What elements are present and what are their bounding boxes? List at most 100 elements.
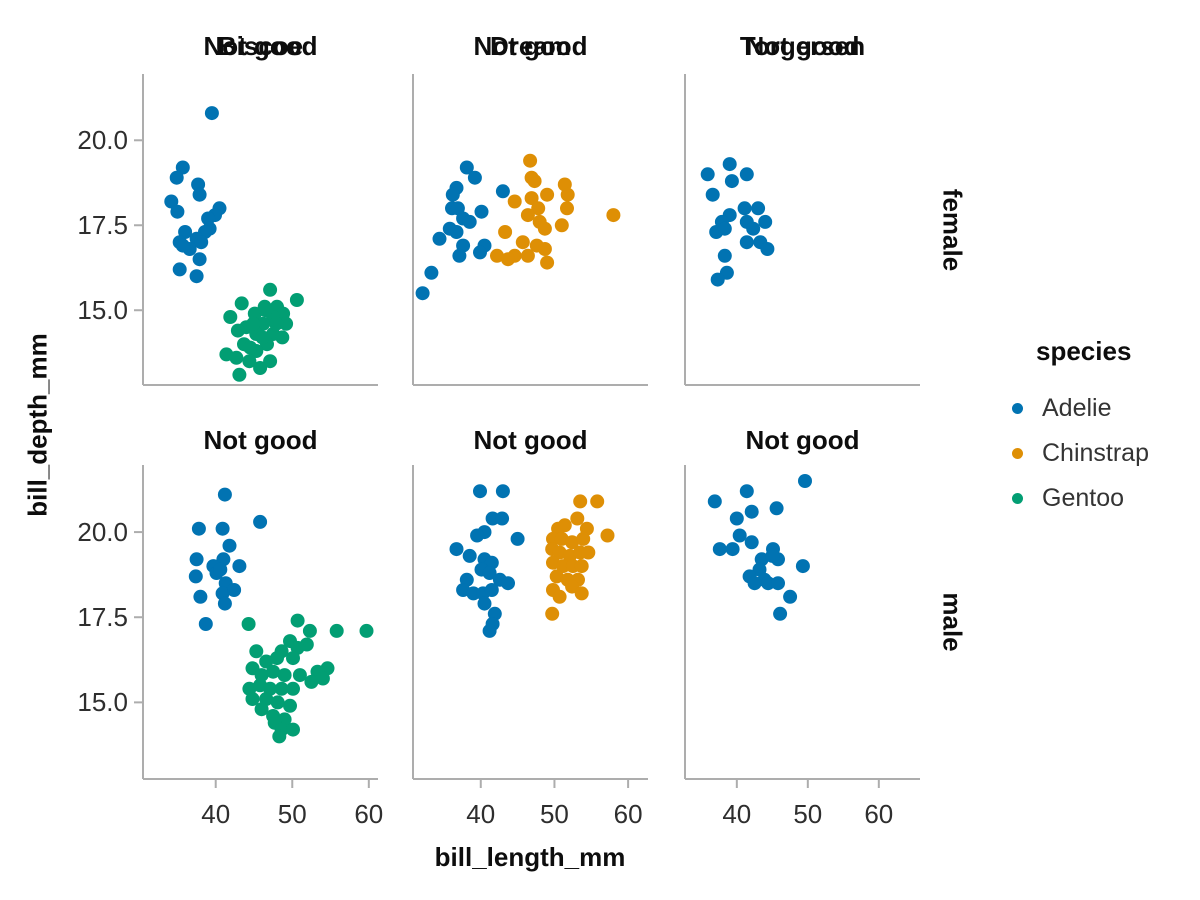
data-point-adelie bbox=[189, 552, 204, 567]
y-tick-label: 15.0 bbox=[77, 295, 128, 326]
data-point-gentoo bbox=[279, 316, 294, 331]
data-point-adelie bbox=[783, 589, 798, 604]
data-point-chinstrap bbox=[565, 535, 580, 550]
col-strip-bottom-label: Not good bbox=[473, 425, 588, 455]
legend-item-label: Chinstrap bbox=[1042, 439, 1149, 467]
data-point-chinstrap bbox=[527, 174, 542, 189]
data-point-gentoo bbox=[277, 668, 292, 683]
data-point-adelie bbox=[253, 514, 268, 529]
data-point-chinstrap bbox=[570, 511, 585, 526]
data-point-adelie bbox=[217, 487, 232, 502]
x-tick-label: 40 bbox=[722, 799, 752, 829]
data-point-adelie bbox=[193, 589, 208, 604]
data-point-adelie bbox=[729, 511, 744, 526]
data-point-adelie bbox=[761, 576, 776, 591]
data-point-adelie bbox=[194, 235, 209, 250]
col-strip-overlay-label: Not good bbox=[203, 31, 318, 61]
col-strip-island-label: Dream bbox=[490, 31, 571, 61]
data-point-adelie bbox=[712, 542, 727, 557]
data-point-adelie bbox=[213, 562, 228, 577]
data-point-adelie bbox=[751, 201, 766, 216]
data-point-gentoo bbox=[242, 354, 257, 369]
data-point-adelie bbox=[795, 559, 810, 574]
data-point-adelie bbox=[484, 583, 499, 597]
legend-dot-icon bbox=[1012, 493, 1023, 504]
data-point-adelie bbox=[445, 187, 460, 202]
col-strip-overlay-label: Not good bbox=[473, 31, 588, 61]
data-point-adelie bbox=[747, 576, 762, 591]
data-point-adelie bbox=[717, 248, 732, 263]
data-point-adelie bbox=[746, 221, 761, 236]
data-point-adelie bbox=[452, 248, 467, 263]
data-point-adelie bbox=[466, 586, 481, 601]
data-point-gentoo bbox=[256, 316, 271, 331]
data-point-gentoo bbox=[286, 651, 300, 666]
data-point-adelie bbox=[172, 262, 187, 277]
data-point-adelie bbox=[204, 106, 219, 121]
col-strip-overlay-label: Not good bbox=[745, 31, 860, 61]
data-point-adelie bbox=[473, 484, 487, 499]
data-point-chinstrap bbox=[490, 248, 504, 263]
x-tick-label: 40 bbox=[201, 799, 231, 829]
legend-item-label: Adelie bbox=[1042, 394, 1112, 422]
data-point-chinstrap bbox=[498, 225, 513, 239]
data-point-gentoo bbox=[243, 340, 258, 355]
data-point-gentoo bbox=[270, 695, 285, 710]
data-point-gentoo bbox=[263, 282, 278, 297]
legend-title: species bbox=[1036, 336, 1132, 366]
data-point-adelie bbox=[415, 286, 430, 301]
legend-dot-icon bbox=[1012, 403, 1023, 414]
data-point-gentoo bbox=[223, 310, 238, 324]
data-point-adelie bbox=[732, 528, 747, 543]
data-point-adelie bbox=[495, 511, 510, 526]
data-point-chinstrap bbox=[537, 221, 552, 236]
data-point-adelie bbox=[474, 204, 489, 219]
col-strip-island-label: Torgersen bbox=[739, 31, 866, 61]
data-point-gentoo bbox=[259, 654, 274, 669]
x-tick-label: 60 bbox=[864, 799, 894, 829]
data-point-adelie bbox=[467, 170, 482, 185]
data-point-adelie bbox=[744, 504, 759, 519]
data-point-gentoo bbox=[302, 623, 317, 638]
data-point-gentoo bbox=[283, 698, 297, 713]
data-point-chinstrap bbox=[554, 218, 569, 233]
data-point-adelie bbox=[758, 214, 773, 229]
data-point-gentoo bbox=[275, 330, 290, 345]
data-point-chinstrap bbox=[540, 255, 555, 270]
data-point-gentoo bbox=[269, 316, 284, 331]
x-tick-label: 40 bbox=[466, 799, 496, 829]
data-point-adelie bbox=[482, 566, 497, 580]
data-point-adelie bbox=[449, 225, 464, 239]
x-tick-label: 60 bbox=[613, 799, 643, 829]
data-point-adelie bbox=[175, 160, 190, 175]
y-tick-label: 17.5 bbox=[77, 602, 128, 633]
data-point-adelie bbox=[170, 204, 185, 219]
legend-items: Adelie Chinstrap Gentoo bbox=[1005, 386, 1200, 521]
data-point-adelie bbox=[198, 617, 213, 631]
data-point-gentoo bbox=[289, 293, 304, 307]
data-point-adelie bbox=[449, 542, 464, 557]
data-point-chinstrap bbox=[560, 187, 575, 202]
data-point-chinstrap bbox=[520, 248, 535, 263]
data-point-adelie bbox=[215, 521, 230, 536]
y-axis-title: bill_depth_mm bbox=[22, 333, 53, 517]
legend-item-gentoo: Gentoo bbox=[1005, 476, 1200, 521]
data-point-gentoo bbox=[263, 354, 278, 369]
data-point-chinstrap bbox=[520, 208, 535, 223]
data-point-adelie bbox=[725, 542, 740, 557]
data-point-chinstrap bbox=[515, 235, 530, 250]
data-point-adelie bbox=[432, 231, 447, 246]
row-strip-label: female bbox=[937, 188, 968, 271]
data-point-adelie bbox=[473, 245, 487, 260]
y-tick-label: 20.0 bbox=[77, 517, 128, 548]
x-tick-label: 60 bbox=[354, 799, 384, 829]
data-point-adelie bbox=[771, 576, 785, 591]
data-point-adelie bbox=[798, 474, 812, 488]
data-point-adelie bbox=[760, 242, 775, 256]
data-point-adelie bbox=[188, 569, 203, 584]
data-point-adelie bbox=[769, 501, 784, 516]
data-point-adelie bbox=[510, 531, 525, 546]
legend-item-chinstrap: Chinstrap bbox=[1005, 431, 1200, 476]
col-strip-bottom-label: Not good bbox=[203, 425, 318, 455]
x-tick-label: 50 bbox=[793, 799, 823, 829]
